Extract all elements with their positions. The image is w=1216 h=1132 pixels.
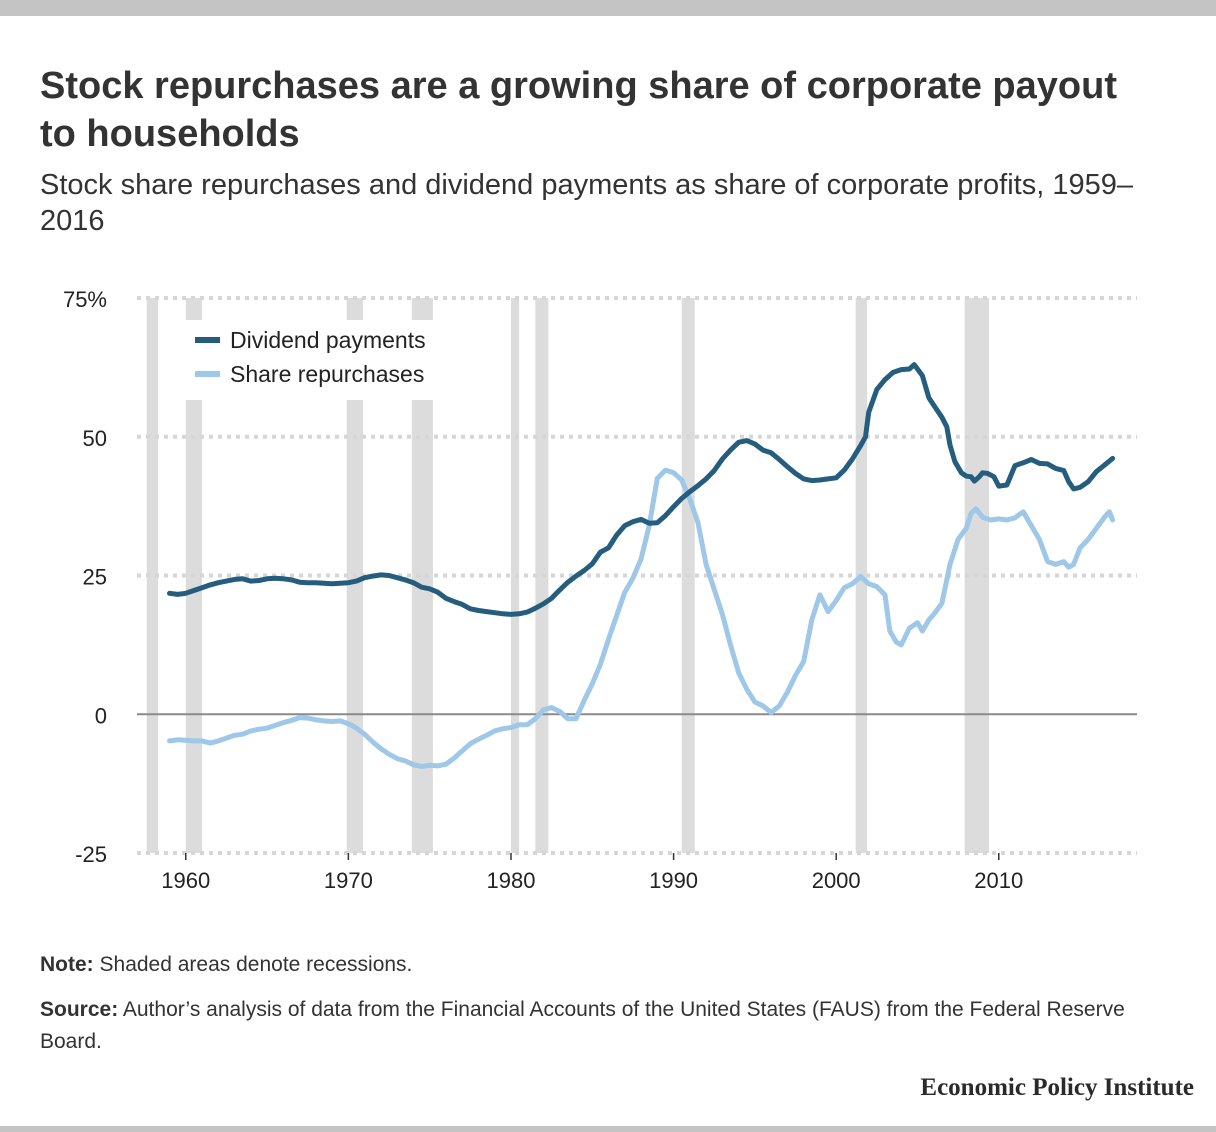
x-tick-labels-group: 1960 1970 1980 1990 2000 2010 [161,853,1023,893]
source-text: Author’s analysis of data from the Finan… [40,998,1125,1053]
publisher-logo-text: Economic Policy Institute [920,1074,1194,1101]
y-tick-label-3: 0 [95,703,107,728]
chart-source: Source: Author’s analysis of data from t… [40,994,1170,1058]
legend-background [180,320,470,400]
note-text: Shaded areas denote recessions. [99,953,413,976]
x-tick-label-4: 2000 [812,868,861,893]
x-tick-label-0: 1960 [161,868,210,893]
recession-band-0 [146,298,159,853]
x-tick-label-3: 1990 [649,868,698,893]
series-lines-group [167,362,1116,769]
bottom-border-bar [0,1126,1216,1132]
note-label: Note: [40,953,94,976]
line-chart: 75% 50 25 0 -25 1960 1970 1980 1990 2000 2010 Div… [63,287,1137,893]
source-label: Source: [40,998,119,1021]
series-line-dividend-payments [167,362,1116,617]
top-border-bar [0,0,1216,16]
legend-label-dividend: Dividend payments [230,327,426,353]
chart-title: Stock repurchases are a growing share of… [40,65,1117,155]
x-tick-label-1: 1970 [324,868,373,893]
chart-subtitle: Stock share repurchases and dividend pay… [40,169,1133,237]
x-tick-label-5: 2010 [974,868,1023,893]
y-tick-label-2: 25 [83,565,107,590]
x-tick-label-2: 1980 [487,868,536,893]
y-tick-label-0: 75% [63,287,107,312]
y-tick-label-1: 50 [83,426,107,451]
series-line-share-repurchases [167,467,1116,769]
y-tick-label-4: -25 [75,842,107,867]
recession-band-5 [535,298,549,853]
y-tick-labels-group: 75% 50 25 0 -25 [63,287,107,867]
legend: Dividend payments Share repurchases [180,320,470,400]
legend-label-repurchases: Share repurchases [230,361,424,387]
chart-note: Note: Shaded areas denote recessions. [40,951,1170,979]
